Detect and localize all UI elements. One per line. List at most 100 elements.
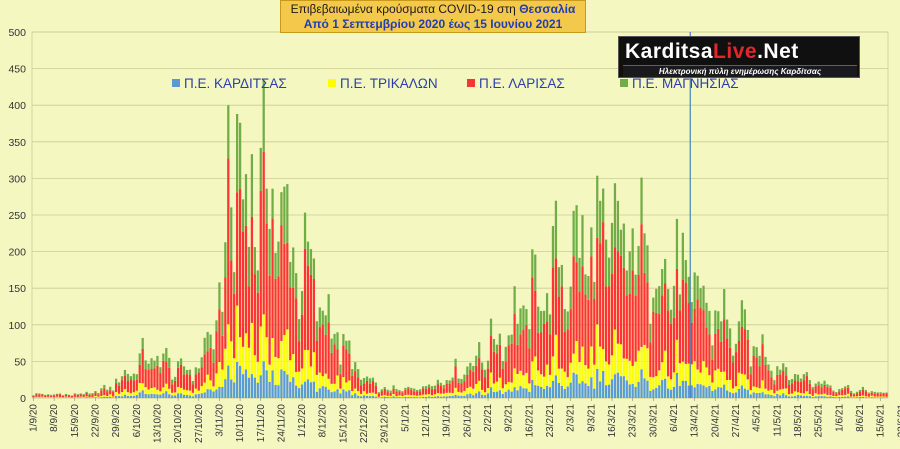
bar-segment-1 [658,385,661,398]
bar-segment-1 [174,395,177,398]
bar-segment-4 [855,391,859,394]
bar-segment-2 [238,337,242,366]
bar-segment-1 [295,385,298,398]
bar-segment-2 [298,371,301,389]
x-tick-label: 8/9/20 [49,404,60,432]
bar-segment-1 [734,392,738,398]
bar-segment-2 [720,371,723,388]
bar-segment-1 [262,361,265,398]
bar-segment-1 [548,387,552,398]
bar-segment-1 [230,379,233,398]
bar-segment-1 [593,388,596,398]
bar-segment-1 [646,380,649,398]
bar-segment-4 [312,258,316,279]
bar-segment-3 [50,395,53,398]
bar-segment-2 [841,395,844,397]
bar-segment-4 [483,369,487,378]
bar-segment-2 [380,395,383,398]
bar-segment-1 [702,385,705,398]
bar-segment-4 [658,286,661,314]
bar-segment-1 [218,386,221,398]
bar-segment-3 [421,388,425,395]
x-tick-label: 15/6/21 [876,404,887,438]
bar-segment-4 [256,270,259,293]
bar-segment-2 [723,371,726,385]
x-tick-label: 11/5/21 [772,404,783,437]
legend-label: Π.Ε. ΚΑΡΔΙΤΣΑΣ [184,76,287,91]
bar-segment-3 [731,362,735,389]
bar-segment-3 [628,293,631,361]
bar-segment-2 [678,363,682,386]
bar-segment-1 [481,394,484,398]
bar-segment-3 [702,310,705,362]
bar-segment-3 [622,267,625,359]
bar-segment-4 [560,264,563,287]
bar-segment-4 [348,340,351,354]
bar-segment-2 [587,368,590,387]
bar-segment-2 [203,382,206,393]
bar-segment-1 [619,376,622,398]
bar-segment-1 [115,395,118,398]
bar-segment-2 [371,392,375,396]
bar-segment-4 [622,223,625,268]
bar-segment-3 [746,339,749,380]
bar-segment-2 [262,314,265,362]
bar-segment-3 [507,345,510,382]
bar-segment-3 [168,367,171,389]
bar-segment-3 [445,384,448,393]
logo-wordmark: KarditsaLive.Net [625,40,799,63]
bar-segment-2 [622,358,625,377]
bar-segment-3 [578,291,581,362]
bar-segment-3 [486,368,490,388]
bar-segment-2 [652,377,655,390]
bar-segment-4 [708,310,711,335]
bar-segment-1 [448,396,451,398]
bar-segment-1 [91,397,94,398]
bar-segment-1 [424,396,428,398]
bar-segment-3 [720,341,723,372]
bar-segment-4 [548,314,552,335]
legend-label: Π.Ε. ΛΑΡΙΣΑΣ [479,76,565,91]
bar-segment-2 [97,396,100,398]
y-tick-label: 450 [8,64,26,76]
bar-segment-2 [283,334,286,371]
bar-segment-3 [599,243,602,347]
bar-segment-1 [94,397,97,398]
bar-segment-4 [501,361,504,370]
bar-segment-3 [41,394,44,397]
bar-segment-4 [162,353,165,361]
bar-segment-1 [590,377,593,398]
bar-segment-4 [478,342,481,359]
bar-segment-3 [708,334,711,376]
bar-segment-3 [575,262,578,342]
bar-segment-3 [643,272,646,345]
bar-segment-1 [740,385,744,398]
bar-segment-3 [312,278,316,353]
bar-segment-3 [829,387,832,395]
bar-segment-4 [761,334,764,345]
bar-segment-4 [404,387,407,390]
bar-segment-4 [427,384,431,388]
bar-segment-3 [419,391,422,396]
bar-segment-4 [466,366,469,375]
bar-segment-2 [300,368,304,385]
bar-segment-1 [799,395,803,398]
bar-segment-1 [265,370,268,398]
bar-segment-4 [876,392,879,394]
x-tick-label: 24/11/20 [276,404,287,443]
bar-segment-1 [374,396,377,398]
bar-segment-4 [259,147,262,191]
bar-segment-2 [64,396,68,398]
bar-segment-3 [324,334,327,374]
bar-segment-3 [197,372,200,391]
bar-segment-4 [649,323,652,343]
bar-segment-2 [590,346,593,378]
bar-segment-4 [265,188,268,224]
bar-segment-1 [693,387,696,398]
bar-segment-2 [416,395,419,398]
bar-segment-3 [147,369,150,390]
bar-segment-1 [599,381,602,398]
bar-segment-3 [298,341,301,372]
bar-segment-3 [619,255,622,345]
bar-segment-3 [545,321,549,365]
